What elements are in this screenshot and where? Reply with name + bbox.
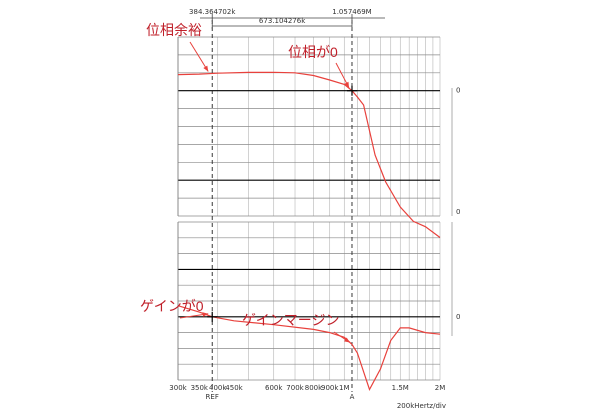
x-tick-label: 700k [286,384,304,392]
phase-zero-crosshair [346,85,357,96]
x-tick-label: 1M [339,384,350,392]
phase-lower-scale-label: 0 [456,208,460,216]
phase-margin-arrow [189,41,209,72]
x-tick-label: 300k [169,384,187,392]
x-tick-label: 600k [265,384,283,392]
gain-zero-scale-label: 0 [456,313,460,321]
phase-zero-annotation: 位相が0 [288,44,338,60]
phase-panel-grid [177,36,441,217]
gain-margin-arrowhead [344,337,350,343]
gain-trace [177,305,441,392]
ref-marker-label: REF [206,393,219,401]
gain-margin-annotation: ゲインマージン [242,312,339,328]
phase-zero-scale-label: 0 [456,87,460,95]
gain-panel-grid [177,221,441,381]
phase-margin-arrowhead [203,65,209,72]
x-tick-label: 800k [305,384,323,392]
x-tick-label: 400k [209,384,227,392]
gain-zero-annotation: ゲインが0 [140,298,204,314]
a-marker-label: A [350,393,355,401]
x-tick-label: 1.5M [392,384,409,392]
gain-zero-crosshair [207,311,218,322]
ref-cursor-value: 384.364702k [189,8,236,16]
a-cursor-value: 1.057469M [332,8,371,16]
x-tick-label: 2M [435,384,446,392]
gain-zero-arrowhead [202,312,209,317]
delta-cursor-value: 673.104276k [259,17,306,25]
x-axis-unit-label: 200kHertz/div [397,402,446,410]
x-tick-label: 350k [191,384,209,392]
phase-margin-annotation: 位相余裕 [146,22,202,38]
x-tick-label: 900k [321,384,339,392]
phase-zero-arrowhead [344,81,349,88]
phase-trace [177,71,441,238]
x-tick-label: 450k [225,384,243,392]
